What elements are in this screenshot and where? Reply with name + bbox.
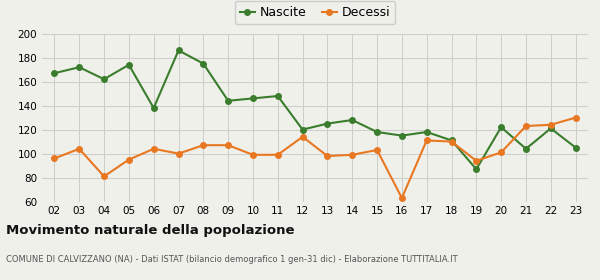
Decessi	[398, 196, 406, 200]
Decessi	[175, 152, 182, 155]
Decessi	[324, 154, 331, 158]
Nascite	[224, 99, 232, 102]
Text: Movimento naturale della popolazione: Movimento naturale della popolazione	[6, 224, 295, 237]
Nascite	[398, 134, 406, 137]
Nascite	[51, 71, 58, 75]
Nascite	[324, 122, 331, 125]
Decessi	[200, 144, 207, 147]
Decessi	[224, 144, 232, 147]
Line: Nascite: Nascite	[52, 48, 578, 172]
Nascite	[200, 62, 207, 65]
Decessi	[250, 153, 257, 157]
Nascite	[250, 97, 257, 100]
Decessi	[473, 159, 480, 162]
Decessi	[572, 116, 579, 119]
Nascite	[274, 94, 281, 98]
Decessi	[76, 147, 83, 150]
Nascite	[572, 146, 579, 149]
Nascite	[76, 66, 83, 69]
Nascite	[100, 78, 107, 81]
Nascite	[523, 147, 530, 150]
Decessi	[100, 175, 107, 178]
Text: COMUNE DI CALVIZZANO (NA) - Dati ISTAT (bilancio demografico 1 gen-31 dic) - Ela: COMUNE DI CALVIZZANO (NA) - Dati ISTAT (…	[6, 255, 458, 264]
Decessi	[448, 140, 455, 143]
Legend: Nascite, Decessi: Nascite, Decessi	[235, 1, 395, 24]
Nascite	[473, 167, 480, 171]
Decessi	[125, 158, 133, 161]
Nascite	[349, 118, 356, 122]
Decessi	[274, 153, 281, 157]
Decessi	[523, 124, 530, 128]
Nascite	[497, 125, 505, 129]
Decessi	[349, 153, 356, 157]
Nascite	[547, 127, 554, 130]
Nascite	[175, 49, 182, 52]
Decessi	[373, 148, 380, 152]
Nascite	[423, 130, 430, 134]
Nascite	[373, 130, 380, 134]
Nascite	[448, 139, 455, 142]
Decessi	[497, 151, 505, 154]
Decessi	[423, 139, 430, 142]
Decessi	[547, 123, 554, 127]
Decessi	[51, 157, 58, 160]
Nascite	[299, 128, 306, 131]
Decessi	[150, 147, 157, 150]
Line: Decessi: Decessi	[52, 115, 578, 201]
Decessi	[299, 135, 306, 139]
Nascite	[125, 63, 133, 66]
Nascite	[150, 106, 157, 110]
